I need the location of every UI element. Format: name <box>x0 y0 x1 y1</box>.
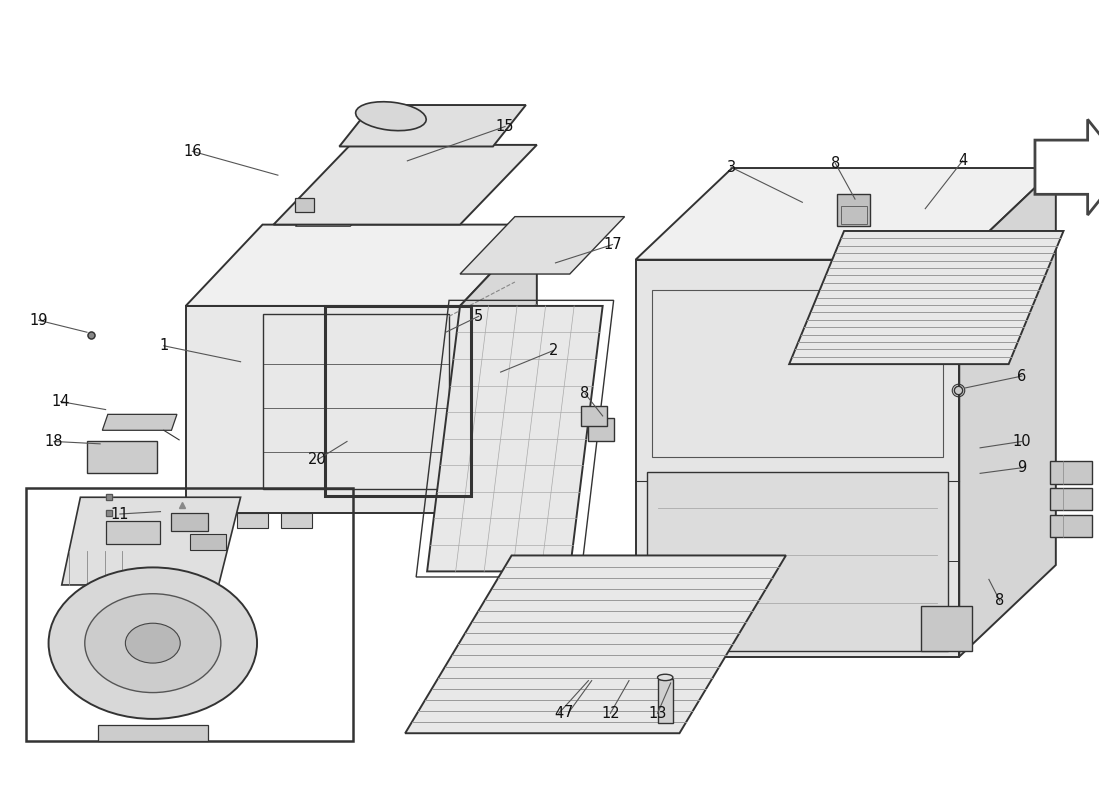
Text: 20: 20 <box>308 452 327 467</box>
Text: 13: 13 <box>648 706 667 721</box>
Text: 14: 14 <box>52 394 70 409</box>
Polygon shape <box>87 442 157 474</box>
Polygon shape <box>959 168 1056 657</box>
Text: 5: 5 <box>474 309 483 324</box>
Polygon shape <box>186 306 460 514</box>
Text: 7: 7 <box>564 705 573 720</box>
Text: 17: 17 <box>603 237 622 252</box>
Polygon shape <box>1050 488 1092 510</box>
Text: 9: 9 <box>1018 460 1026 475</box>
Polygon shape <box>588 418 614 442</box>
Polygon shape <box>1050 515 1092 537</box>
Text: 4: 4 <box>554 706 563 721</box>
Text: 8: 8 <box>996 594 1004 608</box>
Polygon shape <box>102 414 177 430</box>
Bar <box>658 679 673 723</box>
Text: 4: 4 <box>958 154 967 168</box>
Text: 6: 6 <box>1018 369 1026 383</box>
Polygon shape <box>339 105 526 146</box>
Polygon shape <box>186 225 537 306</box>
Text: 2: 2 <box>549 343 558 358</box>
Polygon shape <box>194 514 224 527</box>
Polygon shape <box>460 225 537 514</box>
Polygon shape <box>98 726 208 742</box>
Polygon shape <box>190 534 227 550</box>
Text: 11: 11 <box>111 506 129 522</box>
Text: 1: 1 <box>160 338 168 354</box>
Polygon shape <box>636 168 1056 260</box>
Polygon shape <box>427 306 603 571</box>
Polygon shape <box>1035 119 1100 215</box>
Polygon shape <box>238 514 268 527</box>
Polygon shape <box>296 202 372 226</box>
Text: 10: 10 <box>1012 434 1031 449</box>
Circle shape <box>85 594 221 693</box>
Polygon shape <box>296 198 315 212</box>
Polygon shape <box>636 260 959 657</box>
Polygon shape <box>921 606 972 651</box>
Circle shape <box>48 567 257 719</box>
Text: 19: 19 <box>30 313 48 328</box>
Polygon shape <box>647 472 948 651</box>
Polygon shape <box>405 555 785 734</box>
Polygon shape <box>581 406 607 426</box>
Text: 18: 18 <box>45 434 64 449</box>
Polygon shape <box>62 498 241 585</box>
Ellipse shape <box>355 102 426 130</box>
Polygon shape <box>837 194 870 226</box>
Polygon shape <box>274 145 537 225</box>
Polygon shape <box>1050 462 1092 484</box>
Text: 3: 3 <box>726 160 736 174</box>
Text: 12: 12 <box>601 706 619 721</box>
Polygon shape <box>460 217 625 274</box>
Circle shape <box>125 623 180 663</box>
Ellipse shape <box>658 674 673 681</box>
Text: 16: 16 <box>183 144 201 158</box>
Text: 8: 8 <box>830 156 840 170</box>
Polygon shape <box>282 514 312 527</box>
Polygon shape <box>789 231 1064 364</box>
Polygon shape <box>172 514 208 530</box>
Text: 8: 8 <box>581 386 590 401</box>
Text: 15: 15 <box>496 119 515 134</box>
Polygon shape <box>106 521 161 543</box>
